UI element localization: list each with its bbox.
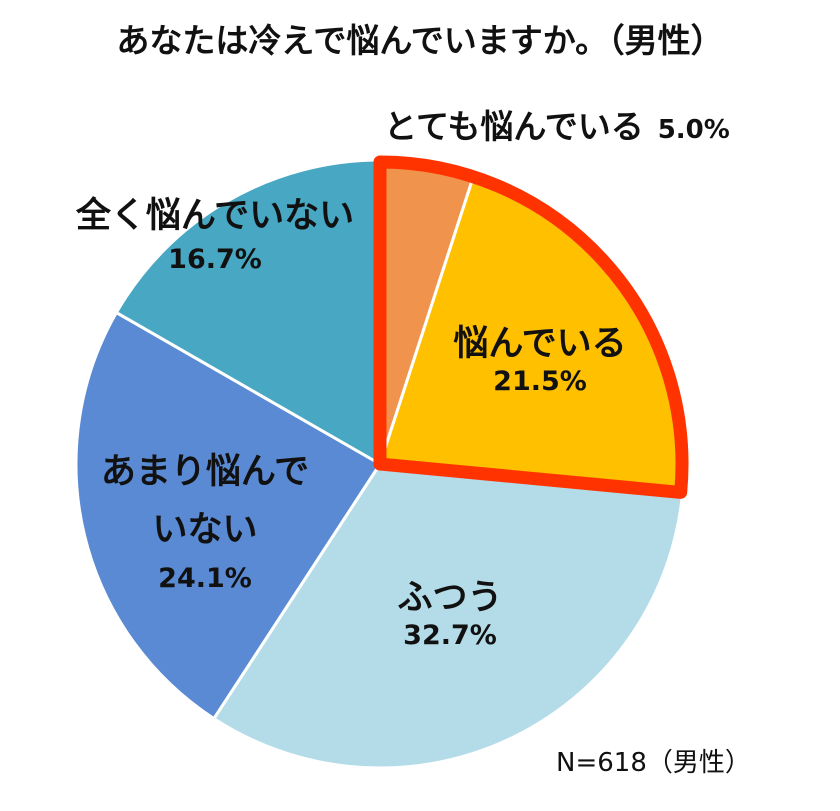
slice-mattaku bbox=[114, 158, 382, 467]
label-nayandeiru-pct: 21.5% bbox=[493, 366, 587, 398]
label-nayandeiru: 悩んでいる 21.5% bbox=[425, 324, 655, 399]
label-mattaku-pct: 16.7% bbox=[168, 244, 262, 276]
label-mattaku: 全く悩んでいない 16.7% bbox=[60, 196, 370, 277]
label-totemo-name: とても悩んでいる bbox=[384, 107, 644, 146]
label-futsuu-name: ふつう bbox=[397, 578, 503, 618]
label-amari-pct: 24.1% bbox=[158, 562, 252, 594]
chart-title: あなたは冷えで悩んでいますか。（男性） bbox=[116, 21, 724, 60]
sample-size-note: N=618（男性） bbox=[556, 748, 751, 778]
label-amari-name-line1: あまり悩んで bbox=[100, 452, 310, 492]
label-amari-name-line2: いない bbox=[152, 510, 258, 551]
slice-amari bbox=[74, 310, 383, 721]
label-futsuu: ふつう 32.7% bbox=[350, 578, 550, 653]
label-nayandeiru-name: 悩んでいる bbox=[453, 324, 627, 364]
label-futsuu-pct: 32.7% bbox=[403, 620, 497, 652]
label-totemo: とても悩んでいる 5.0% bbox=[384, 100, 730, 148]
label-amari: あまり悩んで いない 24.1% bbox=[80, 452, 330, 596]
label-mattaku-name: 全く悩んでいない bbox=[75, 196, 355, 236]
highlight-border bbox=[373, 155, 689, 499]
label-totemo-pct: 5.0% bbox=[657, 115, 730, 145]
